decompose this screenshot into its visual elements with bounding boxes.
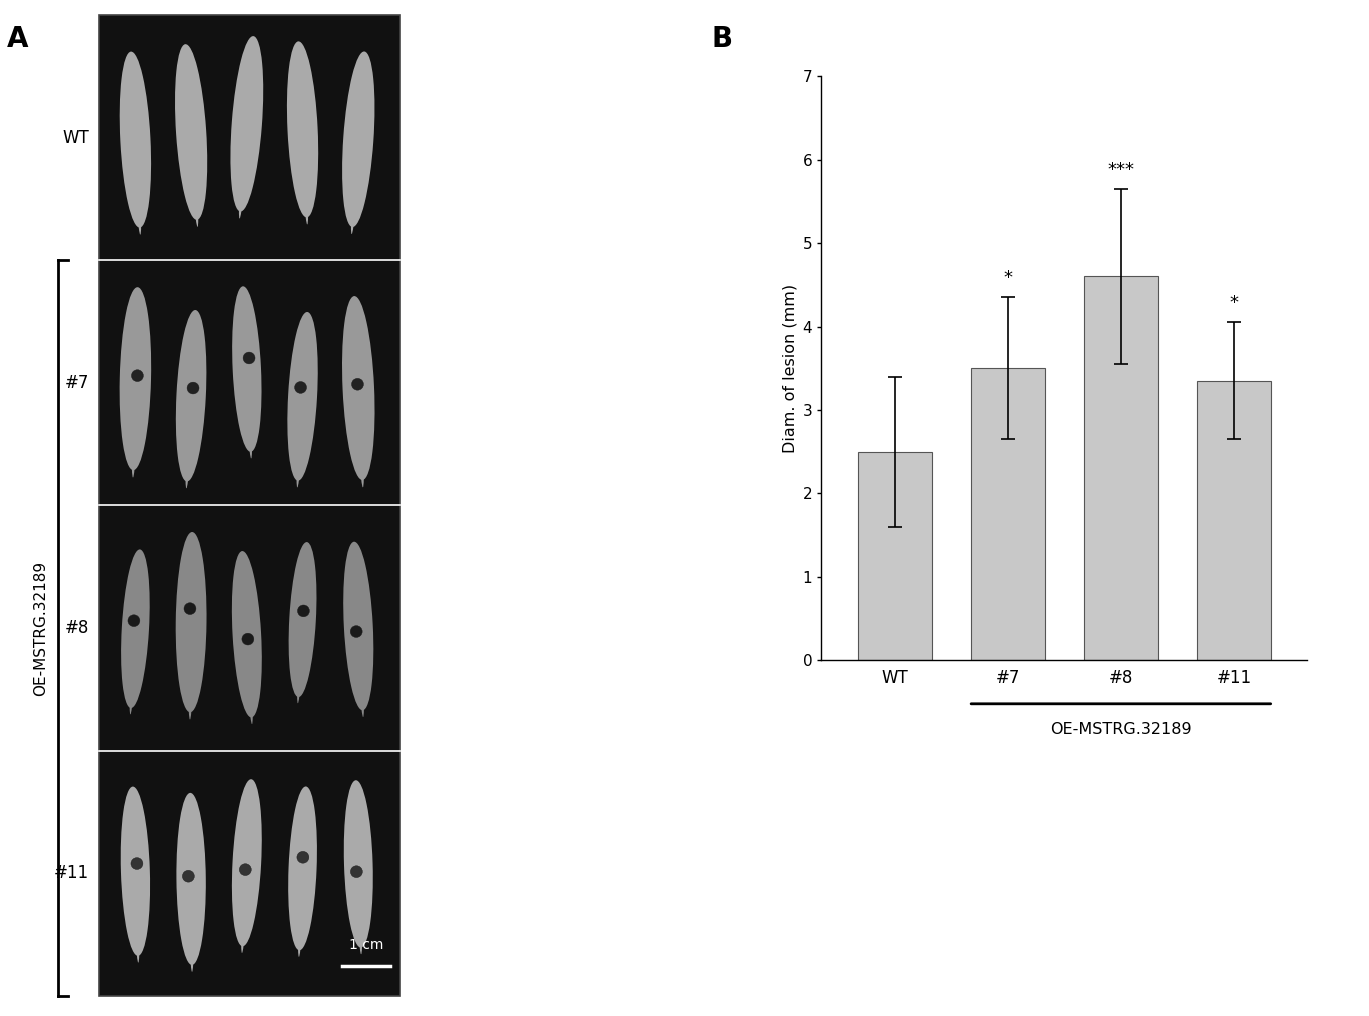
Ellipse shape <box>359 429 364 488</box>
Text: *: * <box>1229 295 1239 312</box>
Ellipse shape <box>344 780 372 948</box>
Ellipse shape <box>120 550 149 708</box>
Ellipse shape <box>297 653 301 703</box>
Text: A: A <box>7 25 29 54</box>
Ellipse shape <box>287 42 318 217</box>
Text: *: * <box>1003 269 1013 288</box>
Ellipse shape <box>119 52 151 228</box>
Text: OE-MSTRG.32189: OE-MSTRG.32189 <box>34 561 48 696</box>
Ellipse shape <box>189 661 192 719</box>
Ellipse shape <box>230 37 263 211</box>
Ellipse shape <box>193 171 199 227</box>
Ellipse shape <box>360 663 364 717</box>
Text: ***: *** <box>1108 161 1135 179</box>
Text: #8: #8 <box>64 619 89 637</box>
Ellipse shape <box>350 178 356 234</box>
Y-axis label: Diam. of lesion (mm): Diam. of lesion (mm) <box>782 283 797 453</box>
Ellipse shape <box>131 858 142 870</box>
Ellipse shape <box>352 378 363 390</box>
Ellipse shape <box>297 605 309 617</box>
Ellipse shape <box>298 904 303 957</box>
Ellipse shape <box>183 602 196 615</box>
Bar <box>1198 381 1270 660</box>
Ellipse shape <box>190 916 193 971</box>
Ellipse shape <box>342 52 375 227</box>
Ellipse shape <box>342 296 375 480</box>
Ellipse shape <box>287 312 318 481</box>
Ellipse shape <box>289 543 316 697</box>
Text: B: B <box>712 25 732 54</box>
Ellipse shape <box>359 901 363 954</box>
Text: WT: WT <box>62 129 89 146</box>
Ellipse shape <box>175 310 207 482</box>
Ellipse shape <box>344 542 374 710</box>
Ellipse shape <box>297 851 309 864</box>
Ellipse shape <box>175 44 207 219</box>
Text: 1 cm: 1 cm <box>349 938 383 952</box>
Ellipse shape <box>231 779 261 946</box>
Ellipse shape <box>186 434 190 489</box>
Ellipse shape <box>131 419 136 478</box>
Ellipse shape <box>175 532 207 712</box>
Bar <box>99 15 400 996</box>
Ellipse shape <box>233 287 261 452</box>
Text: #7: #7 <box>64 374 89 392</box>
Ellipse shape <box>248 671 253 724</box>
Text: OE-MSTRG.32189: OE-MSTRG.32189 <box>1050 722 1192 738</box>
Ellipse shape <box>231 551 261 717</box>
Ellipse shape <box>119 288 151 470</box>
Bar <box>971 368 1045 660</box>
Ellipse shape <box>297 434 301 488</box>
Ellipse shape <box>350 866 363 878</box>
Ellipse shape <box>240 864 252 876</box>
Ellipse shape <box>242 633 253 645</box>
Bar <box>858 452 931 660</box>
Ellipse shape <box>244 353 255 364</box>
Ellipse shape <box>188 382 199 394</box>
Ellipse shape <box>130 663 134 714</box>
Bar <box>1084 276 1158 660</box>
Ellipse shape <box>136 908 140 962</box>
Ellipse shape <box>137 178 141 235</box>
Ellipse shape <box>131 370 144 382</box>
Ellipse shape <box>240 163 245 218</box>
Ellipse shape <box>294 382 307 393</box>
Ellipse shape <box>248 405 252 458</box>
Ellipse shape <box>127 615 140 627</box>
Ellipse shape <box>120 786 151 956</box>
Ellipse shape <box>304 168 308 225</box>
Ellipse shape <box>287 786 318 950</box>
Ellipse shape <box>182 871 194 882</box>
Ellipse shape <box>241 899 245 953</box>
Ellipse shape <box>350 626 363 637</box>
Text: #11: #11 <box>53 865 89 882</box>
Ellipse shape <box>177 792 205 965</box>
